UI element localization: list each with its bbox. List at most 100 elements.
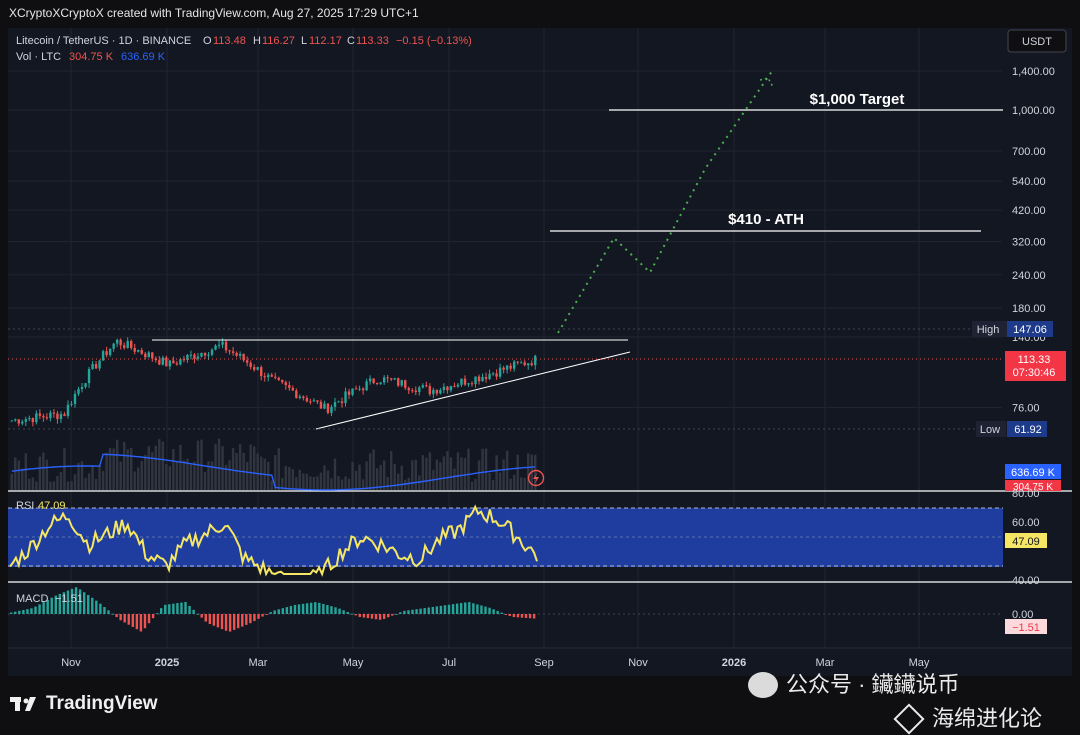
candle-body xyxy=(354,388,358,390)
candle-body xyxy=(281,379,284,383)
macd-bar xyxy=(488,607,491,614)
volume-bar xyxy=(509,478,512,490)
candle-body xyxy=(502,367,505,370)
volume-bar xyxy=(24,453,28,490)
candle-body xyxy=(284,382,287,386)
time-tick-label: Jul xyxy=(442,657,456,669)
candle-body xyxy=(115,339,119,344)
candle-body xyxy=(344,391,347,403)
macd-bar xyxy=(123,614,126,623)
candle-body xyxy=(358,388,361,390)
volume-bar xyxy=(94,478,98,490)
candle-body xyxy=(140,349,143,354)
macd-bar xyxy=(411,609,414,614)
macd-label: MACD xyxy=(16,593,48,605)
macd-bar xyxy=(204,614,207,622)
time-tick-label: Nov xyxy=(628,657,648,669)
macd-bar xyxy=(38,604,41,614)
volume-bar xyxy=(534,454,537,490)
volume-bar xyxy=(449,457,453,490)
candle-body xyxy=(137,349,140,352)
time-tick-label: Nov xyxy=(61,657,81,669)
candle-body xyxy=(186,354,189,360)
chart-area[interactable]: Litecoin / TetherUS · 1D · BINANCE O 113… xyxy=(0,0,1080,680)
candle-body xyxy=(288,385,291,388)
candle-body xyxy=(298,396,302,398)
projection-arrowhead xyxy=(759,77,774,88)
rsi-axis-ticks: 80.00 60.00 40.00 xyxy=(1012,488,1040,587)
lightning-icon[interactable] xyxy=(527,469,545,487)
currency-button-label[interactable]: USDT xyxy=(1022,36,1052,48)
ath-label: $410 - ATH xyxy=(728,211,804,228)
macd-bar xyxy=(342,610,345,614)
time-tick-label: May xyxy=(909,657,930,669)
volume-badge-2: 304.75 K xyxy=(1013,482,1053,493)
macd-bar xyxy=(309,602,313,614)
candle-body xyxy=(175,363,179,365)
candle-body xyxy=(470,383,474,385)
watermark: 公众号 · 鑶鑶说币 海绵进化论 xyxy=(748,670,1042,735)
volume-bar xyxy=(463,458,467,490)
tradingview-logo[interactable]: TradingView xyxy=(10,690,158,718)
macd-bar xyxy=(212,614,216,626)
candle-body xyxy=(505,365,509,370)
volume-bar xyxy=(245,461,249,490)
macd-bar xyxy=(168,604,171,614)
candle-body xyxy=(52,412,56,414)
volume-bar xyxy=(404,479,407,490)
volume-bar xyxy=(337,475,340,490)
volume-bar xyxy=(238,444,242,490)
macd-bar xyxy=(196,613,199,615)
macd-bar xyxy=(200,614,203,618)
macd-bar xyxy=(524,614,528,618)
volume-bar xyxy=(108,447,112,490)
volume-value-1: 304.75 K xyxy=(69,51,114,63)
candle-body xyxy=(368,378,372,382)
volume-bar xyxy=(21,468,24,490)
macd-bar xyxy=(241,614,244,627)
macd-bar xyxy=(70,588,74,614)
volume-bar xyxy=(28,478,31,490)
macd-bar xyxy=(164,604,167,614)
macd-bar xyxy=(362,614,366,618)
macd-bar xyxy=(435,606,439,614)
candle-body xyxy=(347,391,351,395)
macd-bar xyxy=(415,609,418,614)
volume-bar xyxy=(523,477,526,490)
candle-body xyxy=(21,421,24,424)
macd-bar xyxy=(26,609,29,614)
volume-bar xyxy=(207,461,210,490)
macd-bar xyxy=(143,614,147,629)
rsi-band xyxy=(8,508,1003,567)
macd-bar xyxy=(439,605,443,614)
candle-body xyxy=(267,374,270,378)
volume-bar xyxy=(84,477,87,490)
volume-bar xyxy=(73,474,77,490)
candle-body xyxy=(105,351,108,356)
ascending-support-line[interactable] xyxy=(315,351,631,430)
volume-bar xyxy=(252,446,256,490)
currency-button[interactable]: USDT xyxy=(1007,29,1067,53)
macd-bar xyxy=(224,614,228,631)
volume-bar xyxy=(115,439,119,490)
rsi-badge-bg xyxy=(1005,533,1047,548)
candle-body xyxy=(379,382,382,384)
projection-path[interactable] xyxy=(557,70,773,334)
symbol-legend[interactable]: Litecoin / TetherUS · 1D · BINANCE O 113… xyxy=(16,35,472,63)
price-tick-label: 700.00 xyxy=(1012,146,1046,158)
macd-bar xyxy=(472,603,475,614)
price-tick-label: 420.00 xyxy=(1012,205,1046,217)
volume-bar xyxy=(397,473,400,490)
volume-bar xyxy=(442,456,446,490)
macd-bar xyxy=(269,612,272,614)
volume-bar xyxy=(35,481,38,490)
candle-body xyxy=(414,390,417,393)
candle-body xyxy=(484,376,488,379)
candle-body xyxy=(119,339,122,346)
currency-button-bg[interactable] xyxy=(1007,29,1067,53)
volume-bar xyxy=(63,448,66,490)
macd-bar xyxy=(455,603,459,614)
macd-bar xyxy=(354,614,357,616)
last-price-badge: 113.33 07:30:46 xyxy=(1005,351,1066,381)
macd-bar xyxy=(468,602,471,614)
